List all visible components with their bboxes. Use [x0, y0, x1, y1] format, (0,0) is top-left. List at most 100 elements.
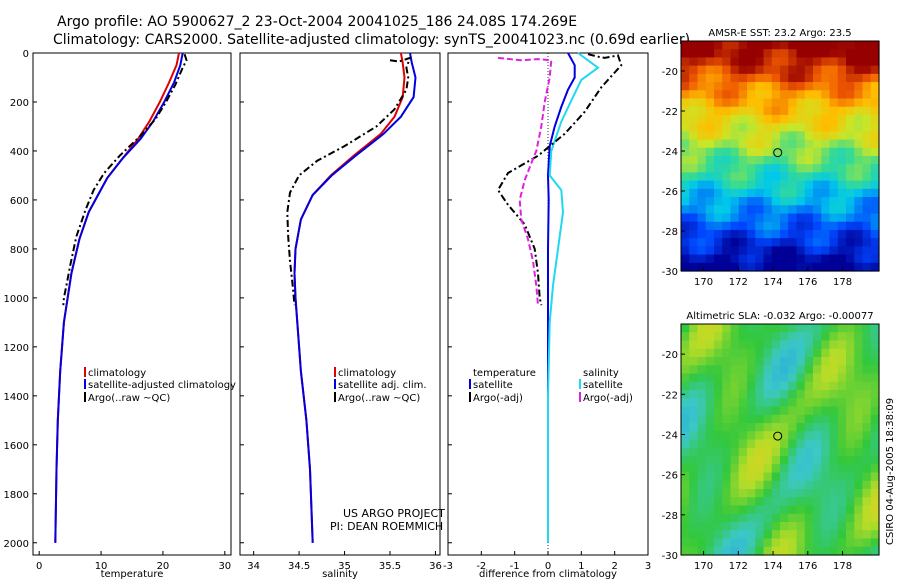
- map-cell: [854, 348, 864, 358]
- map-cell: [780, 238, 789, 247]
- map-cell: [854, 357, 864, 366]
- map-cell: [862, 221, 872, 231]
- map-cell: [681, 546, 690, 556]
- map-cell: [804, 447, 814, 457]
- map-cell: [771, 147, 781, 157]
- map-cell: [854, 456, 864, 465]
- map-cell: [788, 98, 798, 108]
- map-cell: [747, 332, 756, 342]
- map-cell: [730, 365, 740, 375]
- map-cell: [681, 324, 690, 333]
- y-tick-label: 0: [23, 49, 29, 60]
- series-line: [547, 52, 600, 543]
- credit-pi: PI: DEAN ROEMMICH: [330, 520, 443, 533]
- map-cell: [813, 456, 822, 465]
- map-cell: [846, 41, 855, 50]
- map-cell: [854, 431, 864, 441]
- map-cell: [763, 348, 773, 358]
- map-cell: [755, 390, 765, 399]
- map-cell: [738, 480, 748, 490]
- map-cell: [689, 373, 699, 383]
- map-cell: [714, 156, 723, 165]
- legend-entry: temperature: [473, 368, 536, 379]
- map-cell: [813, 205, 822, 215]
- map-cell: [870, 431, 880, 441]
- map-cell: [681, 497, 690, 507]
- map-cell: [796, 530, 806, 540]
- map-cell: [697, 156, 707, 165]
- map-cell: [681, 114, 690, 124]
- map-cell: [705, 123, 715, 132]
- map-cell: [780, 340, 789, 350]
- map-cell: [730, 229, 740, 239]
- map-cell: [747, 431, 756, 441]
- map-cell: [846, 398, 855, 408]
- map-y-tick-label: -26: [662, 187, 678, 198]
- map-cell: [796, 197, 806, 206]
- map-cell: [697, 357, 707, 366]
- map-cell: [689, 497, 699, 507]
- map-cell: [846, 365, 855, 375]
- map-cell: [771, 406, 781, 416]
- map-cell: [722, 188, 732, 198]
- map-cell: [738, 497, 748, 507]
- map-cell: [821, 229, 831, 239]
- map-cell: [689, 365, 699, 375]
- map-cell: [821, 348, 831, 358]
- map-cell: [755, 398, 765, 408]
- map-cell: [846, 357, 855, 366]
- map-cell: [780, 513, 789, 523]
- map-cell: [870, 381, 880, 391]
- map-cell: [829, 390, 839, 399]
- map-cell: [714, 513, 723, 523]
- map-cell: [714, 497, 723, 507]
- map-cell: [714, 414, 723, 424]
- map-cell: [796, 114, 806, 124]
- map-cell: [870, 139, 880, 149]
- map-cell: [722, 114, 732, 124]
- map-cell: [705, 82, 715, 91]
- map-cell: [870, 406, 880, 416]
- map-cell: [862, 213, 872, 223]
- map-cell: [862, 82, 872, 91]
- map-cell: [755, 238, 765, 247]
- legend-entry: Argo(..raw ~QC): [88, 393, 170, 404]
- map-cell: [771, 57, 781, 67]
- map-cell: [705, 332, 715, 342]
- map-cell: [870, 497, 880, 507]
- map-cell: [837, 172, 847, 182]
- map-cell: [705, 373, 715, 383]
- map-cell: [813, 332, 822, 342]
- map-cell: [763, 472, 773, 482]
- map-cell: [854, 489, 864, 498]
- map-cell: [747, 472, 756, 482]
- map-cell: [755, 439, 765, 449]
- map-cell: [689, 114, 699, 124]
- map-cell: [689, 332, 699, 342]
- map-cell: [697, 348, 707, 358]
- map-cell: [829, 65, 839, 75]
- map-cell: [681, 254, 690, 264]
- map-cell: [846, 522, 855, 531]
- map-cell: [705, 188, 715, 198]
- map-cell: [747, 381, 756, 391]
- map-cell: [697, 246, 707, 256]
- plot-frame: [239, 52, 441, 556]
- map-cell: [813, 324, 822, 333]
- map-cell: [796, 254, 806, 264]
- map-y-tick-label: -22: [662, 107, 678, 118]
- map-cell: [788, 205, 798, 215]
- map-cell: [689, 489, 699, 498]
- map-cell: [697, 65, 707, 75]
- map-cell: [780, 106, 789, 116]
- map-cell: [846, 423, 855, 432]
- map-cell: [730, 505, 740, 515]
- map-cell: [796, 82, 806, 91]
- map-cell: [714, 332, 723, 342]
- map-cell: [862, 489, 872, 498]
- map-cell: [689, 546, 699, 556]
- map-cell: [771, 324, 781, 333]
- map-cell: [837, 538, 847, 548]
- map-cell: [829, 480, 839, 490]
- map-cell: [763, 464, 773, 474]
